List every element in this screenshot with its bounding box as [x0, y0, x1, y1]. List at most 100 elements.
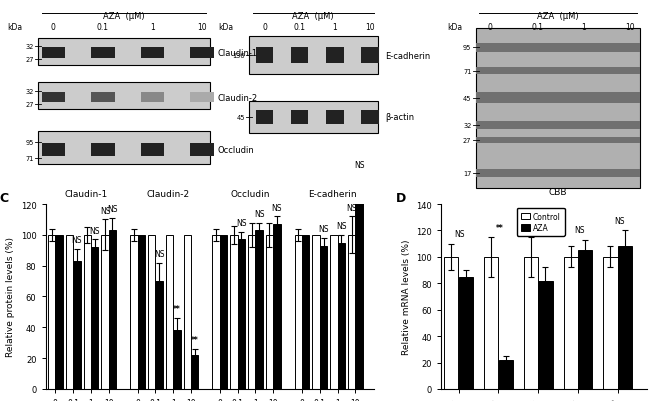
Text: D: D: [396, 192, 406, 205]
Bar: [73, 261, 81, 389]
Text: NS: NS: [72, 235, 82, 245]
Bar: [348, 235, 356, 389]
Text: 45: 45: [463, 95, 471, 101]
Bar: [140, 144, 164, 157]
Text: NS: NS: [318, 225, 329, 234]
Text: NS: NS: [107, 205, 118, 214]
Text: **: **: [496, 223, 504, 232]
Text: Occludin: Occludin: [218, 146, 254, 154]
Text: 95: 95: [25, 140, 34, 146]
Bar: [140, 48, 164, 59]
Text: NS: NS: [534, 223, 545, 232]
Text: **: **: [173, 305, 181, 314]
Bar: [48, 235, 55, 389]
Bar: [238, 240, 245, 389]
Bar: [248, 235, 255, 389]
Bar: [326, 111, 344, 124]
Text: A: A: [0, 0, 8, 2]
Text: 27: 27: [25, 57, 34, 63]
Bar: [476, 93, 640, 104]
Text: NS: NS: [354, 160, 365, 169]
Text: Claudin-1: Claudin-1: [64, 189, 107, 198]
Bar: [173, 330, 181, 389]
Text: 95: 95: [463, 45, 471, 51]
Bar: [302, 235, 309, 389]
Bar: [476, 122, 640, 129]
Text: 10: 10: [365, 23, 375, 32]
Bar: [42, 144, 65, 157]
Text: NS: NS: [236, 219, 246, 228]
Y-axis label: Relative protein levels (%): Relative protein levels (%): [6, 237, 15, 356]
Bar: [337, 243, 345, 389]
Bar: [55, 235, 63, 389]
Text: 71: 71: [25, 155, 34, 161]
Bar: [266, 235, 273, 389]
Bar: [320, 246, 327, 389]
Bar: [578, 251, 592, 389]
Bar: [291, 49, 309, 64]
Bar: [326, 49, 344, 64]
Bar: [190, 144, 214, 157]
Bar: [361, 111, 379, 124]
Bar: [564, 257, 578, 389]
Bar: [183, 235, 191, 389]
Text: AZA  (μM): AZA (μM): [103, 12, 144, 21]
Bar: [524, 257, 538, 389]
Text: NS: NS: [574, 226, 584, 235]
Text: 0.1: 0.1: [294, 23, 306, 32]
Bar: [255, 231, 263, 389]
Bar: [230, 235, 238, 389]
Bar: [191, 355, 198, 389]
Bar: [91, 144, 115, 157]
Text: 17: 17: [463, 170, 471, 176]
Text: NS: NS: [272, 203, 282, 212]
Bar: [444, 257, 458, 389]
Text: 71: 71: [463, 69, 471, 75]
Bar: [361, 49, 379, 64]
Text: 1: 1: [332, 23, 337, 32]
Text: 0: 0: [51, 23, 56, 32]
Bar: [313, 235, 320, 389]
Text: 0: 0: [488, 23, 493, 32]
Bar: [476, 68, 640, 75]
Text: 10: 10: [197, 23, 207, 32]
Text: E-cadherin: E-cadherin: [308, 189, 357, 198]
Bar: [166, 235, 173, 389]
Bar: [66, 235, 73, 389]
Bar: [101, 235, 109, 389]
Text: Occludin: Occludin: [231, 189, 270, 198]
Bar: [330, 235, 337, 389]
Bar: [155, 282, 162, 389]
Bar: [109, 231, 116, 389]
Bar: [91, 48, 115, 59]
Bar: [476, 29, 640, 189]
Bar: [476, 44, 640, 53]
Bar: [190, 93, 214, 103]
Text: Claudin-2: Claudin-2: [218, 93, 257, 102]
Bar: [42, 48, 65, 59]
Bar: [249, 101, 378, 134]
Bar: [499, 360, 513, 389]
Text: Claudin-1: Claudin-1: [218, 49, 257, 58]
Text: 0: 0: [262, 23, 267, 32]
Text: 27: 27: [25, 101, 34, 107]
Text: 136: 136: [233, 53, 245, 59]
Bar: [273, 225, 281, 389]
Text: 0.1: 0.1: [531, 23, 543, 32]
Text: 27: 27: [463, 138, 471, 144]
Bar: [91, 93, 115, 103]
Bar: [538, 281, 552, 389]
Text: kDa: kDa: [218, 23, 233, 32]
Text: 10: 10: [625, 23, 635, 32]
Bar: [83, 235, 91, 389]
Bar: [459, 277, 473, 389]
Text: NS: NS: [346, 203, 357, 212]
Text: E-cadherin: E-cadherin: [385, 52, 431, 61]
Text: 32: 32: [25, 89, 34, 95]
Bar: [294, 235, 302, 389]
Bar: [476, 170, 640, 177]
Text: 32: 32: [25, 45, 34, 51]
Text: C: C: [0, 192, 8, 205]
Y-axis label: Relative mRNA levels (%): Relative mRNA levels (%): [402, 239, 411, 354]
Bar: [476, 138, 640, 144]
